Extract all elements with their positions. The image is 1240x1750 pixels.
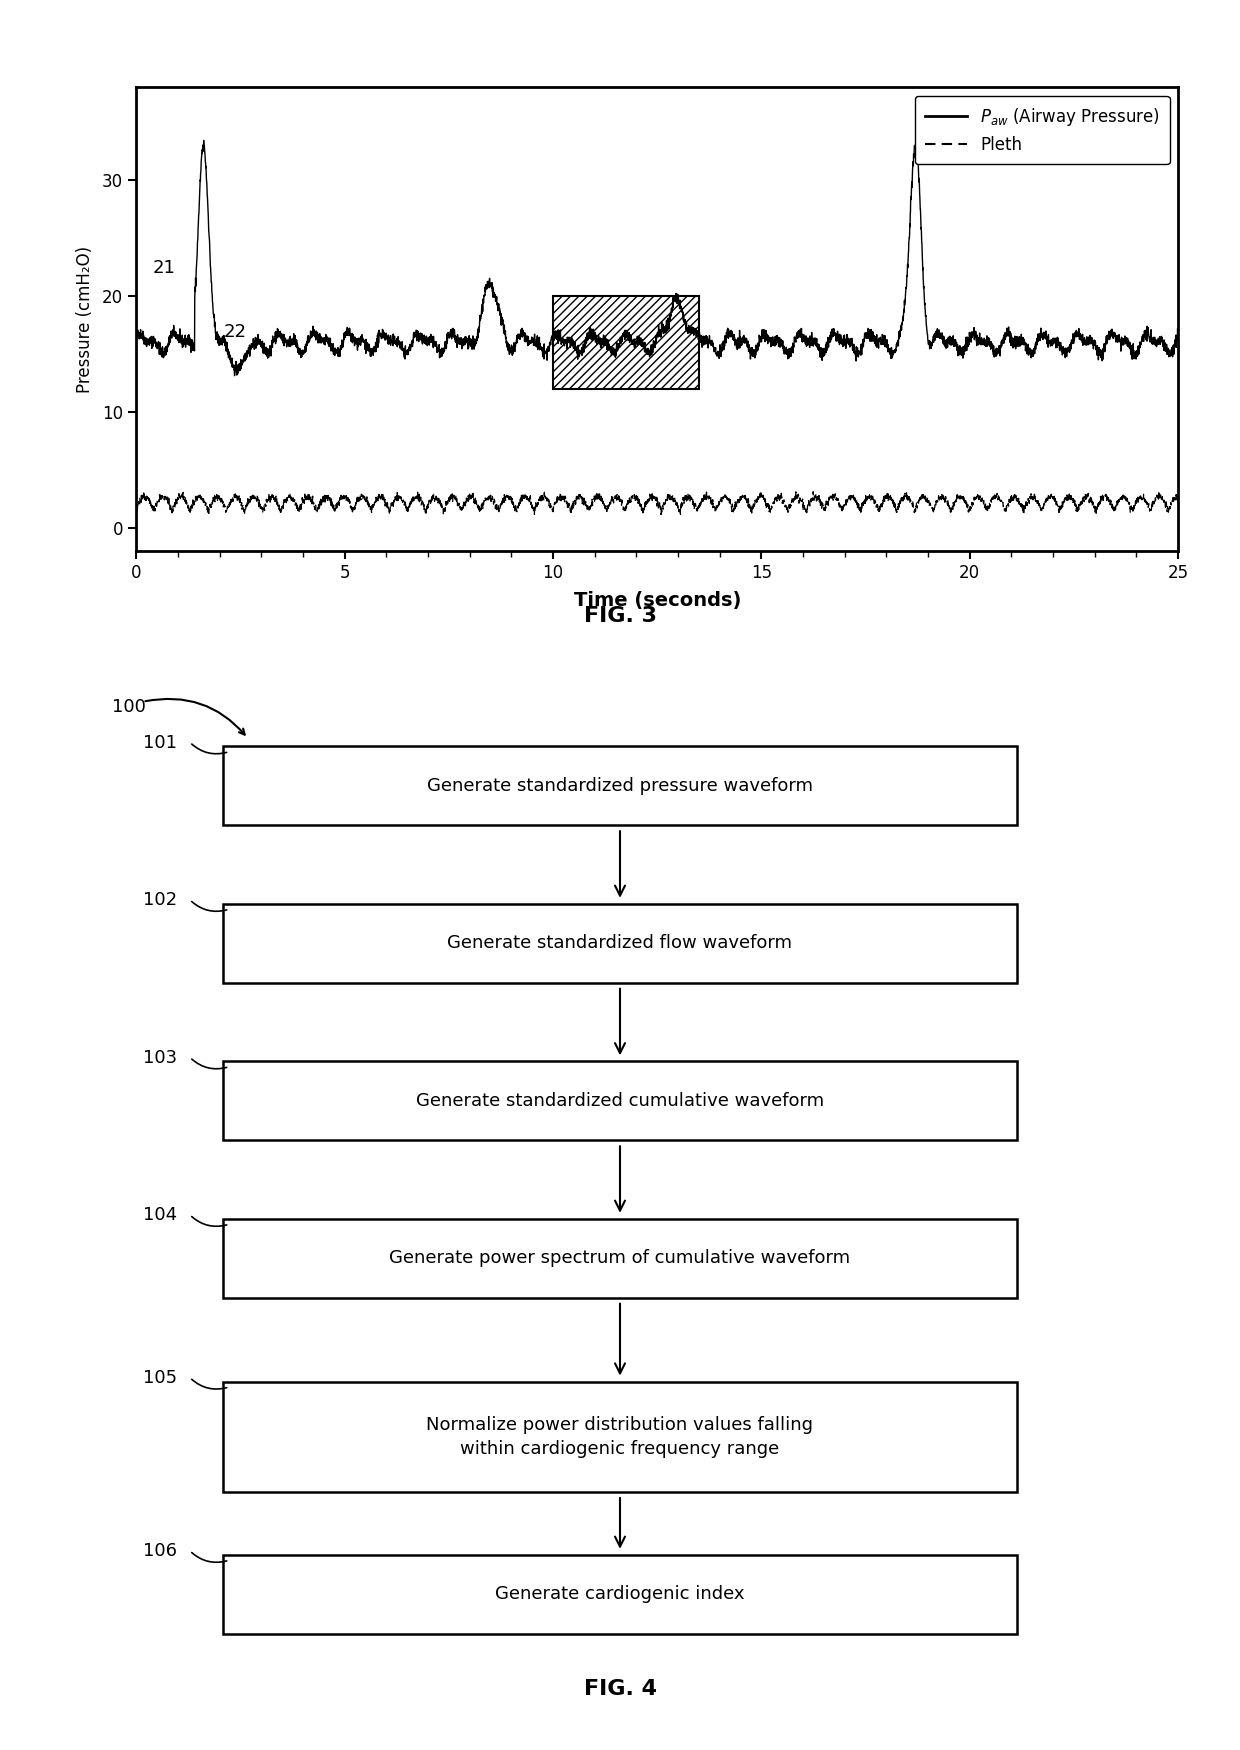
Pleth <box>986 488 1001 509</box>
Pleth <box>754 483 769 504</box>
Pleth <box>906 499 921 520</box>
$P_{aw}$ (Airway Pressure) <box>986 334 1001 355</box>
Text: Normalize power distribution values falling
within cardiogenic frequency range: Normalize power distribution values fall… <box>427 1416 813 1458</box>
Text: 105: 105 <box>143 1368 177 1388</box>
Bar <box>223 1060 1017 1141</box>
Pleth <box>527 504 542 525</box>
$P_{aw}$ (Airway Pressure) <box>527 329 542 350</box>
X-axis label: Time (seconds): Time (seconds) <box>574 592 740 609</box>
Text: Generate standardized flow waveform: Generate standardized flow waveform <box>448 934 792 952</box>
Legend: $P_{aw}$ (Airway Pressure), Pleth: $P_{aw}$ (Airway Pressure), Pleth <box>915 96 1169 164</box>
Text: 103: 103 <box>143 1048 177 1068</box>
$P_{aw}$ (Airway Pressure) <box>906 147 921 168</box>
Bar <box>223 1218 1017 1298</box>
Text: 102: 102 <box>143 891 177 910</box>
Text: Generate standardized pressure waveform: Generate standardized pressure waveform <box>427 777 813 794</box>
Pleth <box>129 499 144 520</box>
$P_{aw}$ (Airway Pressure) <box>807 327 822 348</box>
$P_{aw}$ (Airway Pressure) <box>1171 329 1185 350</box>
Text: 104: 104 <box>143 1206 177 1225</box>
Pleth <box>1171 485 1185 506</box>
Line: Pleth: Pleth <box>136 492 1178 514</box>
Pleth <box>806 490 821 511</box>
Text: 101: 101 <box>143 733 176 752</box>
Bar <box>223 1554 1017 1634</box>
Text: 21: 21 <box>153 259 176 276</box>
Bar <box>553 296 699 388</box>
Pleth <box>1089 504 1104 525</box>
Pleth <box>319 483 334 504</box>
$P_{aw}$ (Airway Pressure) <box>754 331 769 352</box>
$P_{aw}$ (Airway Pressure) <box>319 331 334 352</box>
Y-axis label: Pressure (cmH₂O): Pressure (cmH₂O) <box>76 245 94 394</box>
Text: Generate cardiogenic index: Generate cardiogenic index <box>495 1586 745 1603</box>
Pleth <box>806 481 821 502</box>
$P_{aw}$ (Airway Pressure) <box>227 366 242 387</box>
Text: 100: 100 <box>112 698 145 716</box>
$P_{aw}$ (Airway Pressure) <box>196 130 211 150</box>
Text: FIG. 3: FIG. 3 <box>584 606 656 626</box>
Line: $P_{aw}$ (Airway Pressure): $P_{aw}$ (Airway Pressure) <box>136 140 1178 376</box>
Text: 106: 106 <box>143 1542 176 1561</box>
$P_{aw}$ (Airway Pressure) <box>129 326 144 346</box>
Bar <box>223 746 1017 824</box>
Text: Generate power spectrum of cumulative waveform: Generate power spectrum of cumulative wa… <box>389 1250 851 1267</box>
Text: FIG. 4: FIG. 4 <box>584 1678 656 1699</box>
Text: 22: 22 <box>224 322 247 341</box>
Bar <box>223 903 1017 982</box>
Bar <box>223 1382 1017 1491</box>
Text: Generate standardized cumulative waveform: Generate standardized cumulative wavefor… <box>415 1092 825 1110</box>
